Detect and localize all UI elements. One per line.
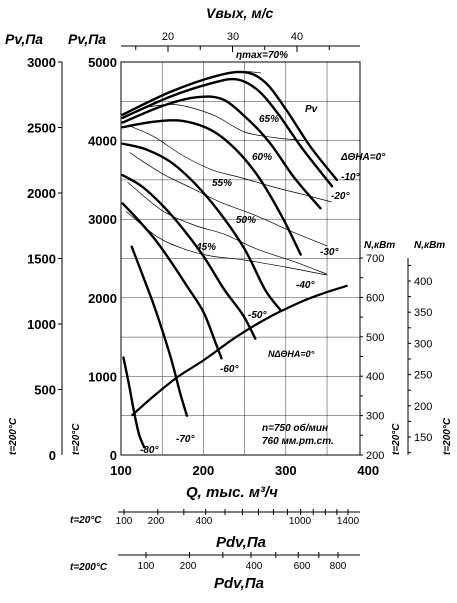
curve-label: -10° [341,172,360,183]
power-axis-1-tick-label: 500 [366,332,384,344]
y-tick-label-left-zero: 0 [49,448,56,463]
top-tick-label: 40 [291,31,303,43]
efficiency-label: 45% [195,242,216,253]
speed-annotation: n=750 об/мин [262,422,328,434]
pressure-curve-3 [121,119,302,256]
efficiency-curve-1 [144,104,305,141]
pressure-curve-8 [122,356,146,449]
x-tick-label: 100 [110,463,132,478]
dyn-axis-2-tick-label: 800 [330,561,347,572]
curve-label: -60° [220,364,239,375]
dyn-axis-1-tick-label: 1400 [337,516,360,527]
y-tick-label-main: 3000 [88,212,117,227]
y-tick-label-left: 3000 [27,55,56,70]
pv-curve-label: Pv [305,104,319,115]
power-axis-2-tick-label: 400 [414,276,432,288]
efficiency-curve-4 [127,181,328,275]
efficiency-label: ηmax=70% [236,50,288,61]
main-note: t=20°C [71,423,82,455]
power-axis-2-tick-label: 150 [414,432,432,444]
left-axis-title: Pv,Па [5,31,43,47]
dyn-axis-2-tick-label: 400 [246,561,263,572]
pressure-curve-4 [121,142,282,311]
efficiency-label: 60% [252,152,272,163]
pressure-curve-5 [121,173,257,340]
efficiency-label: 55% [212,178,232,189]
y-tick-label-left: 1000 [27,317,56,332]
pressure-annotation: 760 мм.рт.ст. [262,436,334,447]
dyn-axis-1-note: t=20°C [70,515,102,526]
pressure-curve-6 [121,202,223,360]
curve-label: -50° [248,310,267,321]
curve-label: ΔΘНА=0° [340,152,386,163]
power-axis-1-tick-label: 600 [366,292,384,304]
pressure-curve-1 [121,77,334,188]
power-axis-1-tick-label: 700 [366,253,384,265]
left-note: t=200°C [8,417,19,455]
main-axis-title: Pv,Па [68,31,106,47]
power-axis-2-label: N,кВт [414,240,445,251]
y-tick-label-left: 2500 [27,121,56,136]
power-axis-1-tick-label: 200 [366,450,384,462]
curve-label: -40° [296,280,315,291]
power-axis-1-label: N,кВт [364,240,395,251]
curve-label: -20° [331,191,350,202]
dyn-axis-1-tick-label: 1000 [289,516,312,527]
curve-label: -70° [176,434,195,445]
pressure-curve-0 [121,70,339,182]
dyn-axis-1-tick-label: 400 [196,516,213,527]
power-axis-2-tick-label: 250 [414,370,432,382]
grid-layer [121,62,360,455]
efficiency-curve-5 [125,211,328,276]
efficiency-curve-3 [129,152,328,247]
dyn-axis-1-label: Pdv,Па [216,534,266,551]
power-axis-1-tick-label: 300 [366,411,384,423]
top-tick-label: 20 [162,31,174,43]
x-tick-label: 400 [357,463,379,478]
y-tick-label-left: 500 [34,383,56,398]
power-axis-1-note: t=20°C [391,423,402,455]
curve-label: -30° [320,247,339,258]
efficiency-label: 50% [236,215,256,226]
power-curve [130,284,348,417]
y-tick-label-main: 4000 [88,134,117,149]
pressure-curve-2 [121,95,322,210]
dyn-axis-2-note: t=200°C [70,562,108,573]
x-tick-label: 300 [275,463,297,478]
y-tick-label-left: 1500 [27,252,56,267]
dyn-axis-2-tick-label: 200 [180,561,197,572]
dyn-axis-1-tick-label: 200 [148,516,165,527]
dyn-axis-2-tick-label: 100 [138,561,155,572]
power-axis-2-tick-label: 350 [414,307,432,319]
pressure-curves [121,70,348,449]
y-tick-label-left: 2000 [27,186,56,201]
dyn-axis-1-tick-label: 100 [116,516,133,527]
axes-layer: 1000200030004000500005001000150020002500… [27,31,432,572]
y-tick-label-main: 5000 [88,55,117,70]
power-axis-1-tick-label: 400 [366,371,384,383]
dyn-axis-2-label: Pdv,Па [214,575,264,592]
power-axis-2-tick-label: 300 [414,338,432,350]
pressure-curve-7 [130,245,189,417]
power-axis-2-note: t=200°C [442,417,453,455]
y-tick-label-main: 2000 [88,291,117,306]
power-curve-label: NΔΘНА=0° [268,349,315,359]
y-tick-label-main-zero: 0 [110,448,117,463]
dyn-axis-2-tick-label: 600 [294,561,311,572]
top-tick-label: 30 [227,31,239,43]
x-tick-label: 200 [193,463,215,478]
efficiency-curve-2 [130,126,332,203]
labels-layer: Vвых, м/с Pv,Па Pv,Па t=20°C t=200°C N,к… [5,5,453,592]
curve-labels: ηmax=70% 65% 60% 55% 50% 45% ΔΘНА=0° -10° -20° -3… [140,50,386,456]
y-tick-label-main: 1000 [88,369,117,384]
curve-label: -80° [140,445,159,456]
power-axis-2-tick-label: 200 [414,401,432,413]
top-axis-label: Vвых, м/с [206,5,274,21]
efficiency-label: 65% [259,114,279,125]
x-axis-label: Q, тыс. м³/ч [186,484,278,501]
